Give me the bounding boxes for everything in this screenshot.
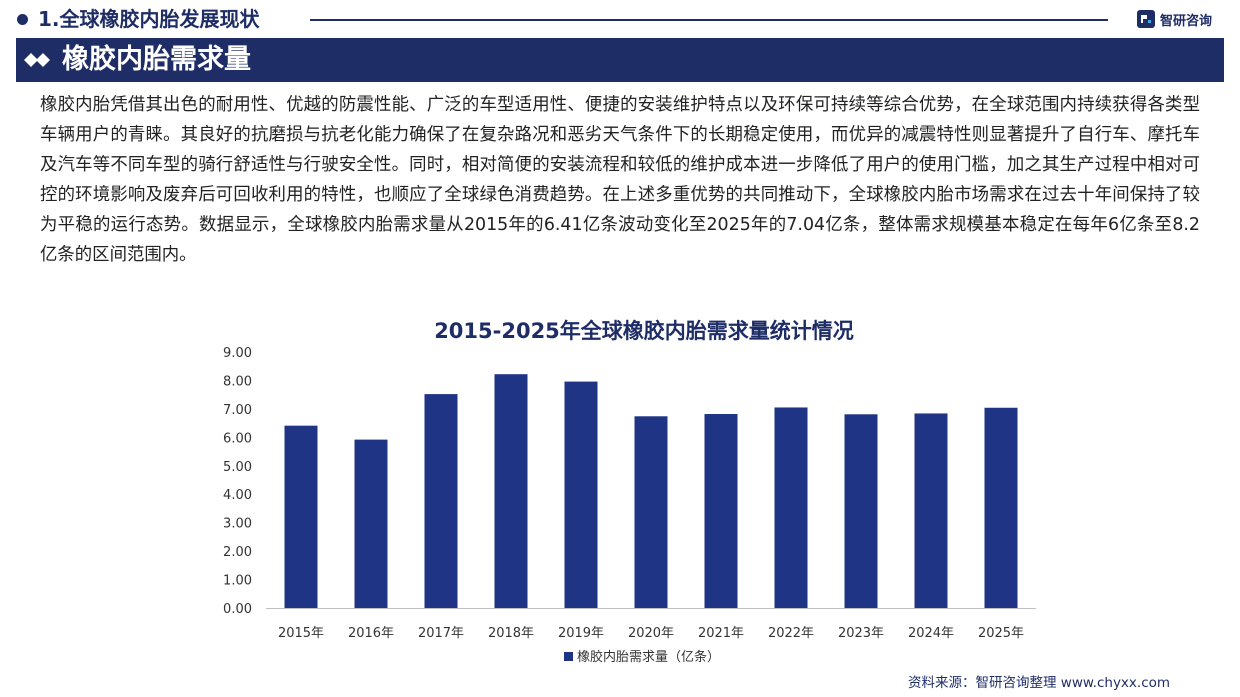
bar <box>774 407 808 608</box>
y-tick-label: 0.00 <box>223 602 252 617</box>
header-divider <box>310 19 1108 21</box>
bar <box>634 416 668 608</box>
chart-title: 2015-2025年全球橡胶内胎需求量统计情况 <box>434 319 854 343</box>
bar <box>494 374 528 608</box>
x-tick-label: 2021年 <box>698 626 744 641</box>
y-tick-label: 9.00 <box>223 346 252 361</box>
brand: 智研咨询 <box>1136 8 1212 30</box>
x-tick-label: 2015年 <box>278 626 324 641</box>
bar <box>284 425 318 608</box>
legend-label: 橡胶内胎需求量（亿条） <box>577 649 720 665</box>
section-banner: 橡胶内胎需求量 <box>16 38 1224 82</box>
y-tick-label: 7.00 <box>223 403 252 418</box>
bullet-dot-icon <box>17 14 28 25</box>
y-tick-label: 3.00 <box>223 517 252 532</box>
x-tick-label: 2020年 <box>628 626 674 641</box>
source-note: 资料来源：智研咨询整理 www.chyxx.com <box>908 675 1171 691</box>
body-paragraph: 橡胶内胎凭借其出色的耐用性、优越的防震性能、广泛的车型适用性、便捷的安装维护特点… <box>40 95 1200 265</box>
x-tick-label: 2025年 <box>978 626 1024 641</box>
x-tick-label: 2018年 <box>488 626 534 641</box>
bar <box>984 407 1018 608</box>
bar <box>844 414 878 608</box>
banner-title: 橡胶内胎需求量 <box>62 44 251 75</box>
bar <box>564 381 598 608</box>
y-tick-label: 1.00 <box>223 574 252 589</box>
x-tick-label: 2024年 <box>908 626 954 641</box>
y-tick-label: 5.00 <box>223 460 252 475</box>
x-tick-label: 2022年 <box>768 626 814 641</box>
x-tick-label: 2023年 <box>838 626 884 641</box>
y-tick-label: 6.00 <box>223 431 252 446</box>
y-tick-label: 8.00 <box>223 374 252 389</box>
bar <box>914 413 948 608</box>
section-title: 1.全球橡胶内胎发展现状 <box>38 7 260 31</box>
legend-swatch <box>564 652 573 661</box>
chyxx-logo-icon <box>1137 10 1155 28</box>
double-diamond-icon <box>24 53 50 67</box>
brand-name: 智研咨询 <box>1160 13 1213 29</box>
bar <box>354 439 388 608</box>
x-tick-label: 2019年 <box>558 626 604 641</box>
top-header: 1.全球橡胶内胎发展现状 智研咨询 <box>0 0 1240 38</box>
bar <box>704 414 738 608</box>
x-tick-label: 2017年 <box>418 626 464 641</box>
y-tick-label: 2.00 <box>223 545 252 560</box>
y-tick-label: 4.00 <box>223 488 252 503</box>
bar <box>424 394 458 608</box>
x-tick-label: 2016年 <box>348 626 394 641</box>
